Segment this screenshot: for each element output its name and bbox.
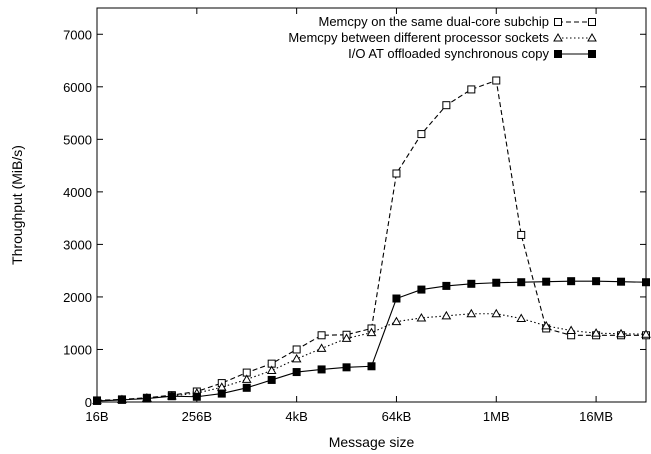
data-point xyxy=(492,76,501,85)
data-point xyxy=(392,294,401,303)
data-point xyxy=(417,130,426,139)
data-point xyxy=(542,277,551,286)
data-point xyxy=(591,328,601,337)
legend-marker xyxy=(587,32,597,42)
plot-frame xyxy=(96,7,647,403)
y-tick-label: 7000 xyxy=(63,27,92,42)
data-point xyxy=(391,316,402,326)
series-3 xyxy=(93,277,650,405)
y-tick-label: 1000 xyxy=(63,342,92,357)
legend-item: Memcpy on the same dual-core subchip xyxy=(318,14,596,29)
data-point xyxy=(517,278,526,287)
data-point xyxy=(117,395,126,404)
data-point xyxy=(392,169,401,178)
data-point xyxy=(592,277,601,286)
data-point xyxy=(441,310,452,320)
data-point xyxy=(492,278,501,287)
plot-border xyxy=(96,7,647,403)
data-point xyxy=(616,328,626,338)
data-point xyxy=(217,389,226,398)
axis-ticks: 0 1000 2000 3000 4000 5000 6000 7000 16B 256B 4kB 6… xyxy=(63,8,646,424)
legend-item: Memcpy between different processor socke… xyxy=(288,30,597,45)
y-tick-label: 6000 xyxy=(63,80,92,95)
legend-marker xyxy=(588,18,596,26)
data-point xyxy=(517,230,526,239)
data-point xyxy=(241,374,252,383)
data-point xyxy=(642,278,650,287)
x-tick-label: 1MB xyxy=(483,409,510,424)
x-axis-title: Message size xyxy=(329,434,415,450)
data-point xyxy=(567,277,576,286)
data-point xyxy=(342,363,351,372)
data-point xyxy=(442,281,451,290)
data-point xyxy=(317,331,326,340)
data-point xyxy=(242,383,251,392)
series-line xyxy=(96,280,647,402)
data-point xyxy=(292,345,301,354)
series-1 xyxy=(93,76,650,405)
series-line xyxy=(96,79,646,401)
data-point xyxy=(466,308,477,318)
data-point xyxy=(267,375,276,384)
y-tick-label: 4000 xyxy=(63,185,92,200)
data-point xyxy=(617,277,626,286)
legend-marker xyxy=(553,32,563,42)
y-tick-label: 3000 xyxy=(63,237,92,252)
y-tick-label: 0 xyxy=(85,395,92,410)
data-point xyxy=(641,329,651,338)
legend-item: I/O AT offloaded synchronous copy xyxy=(348,46,596,61)
data-point xyxy=(516,313,527,322)
data-point xyxy=(341,333,352,342)
legend-label: I/O AT offloaded synchronous copy xyxy=(348,46,549,61)
y-tick-label: 5000 xyxy=(63,132,92,147)
legend-marker xyxy=(588,50,596,58)
series-line xyxy=(96,313,647,402)
legend-marker xyxy=(554,50,562,58)
data-point xyxy=(442,101,451,110)
data-point xyxy=(266,365,277,374)
data-point xyxy=(367,362,376,371)
legend-label: Memcpy between different processor socke… xyxy=(288,30,549,45)
x-tick-label: 256B xyxy=(182,409,212,424)
data-point xyxy=(291,353,302,363)
data-point xyxy=(467,85,476,94)
data-point xyxy=(566,325,576,335)
legend-label: Memcpy on the same dual-core subchip xyxy=(318,14,549,29)
data-point xyxy=(366,327,377,337)
series-layer xyxy=(92,76,651,405)
legend: Memcpy on the same dual-core subchipMemc… xyxy=(288,14,597,61)
y-tick-label: 2000 xyxy=(63,290,92,305)
data-point xyxy=(491,308,502,318)
y-axis-title: Throughput (MiB/s) xyxy=(9,145,25,265)
data-point xyxy=(292,368,301,377)
data-point xyxy=(417,285,426,294)
data-point xyxy=(317,365,326,374)
x-tick-label: 16B xyxy=(85,409,108,424)
data-point xyxy=(316,343,327,352)
data-point xyxy=(142,394,151,403)
data-point xyxy=(416,312,427,322)
data-point xyxy=(541,320,552,330)
data-point xyxy=(467,279,476,288)
x-tick-label: 64kB xyxy=(382,409,412,424)
data-point xyxy=(167,392,176,401)
x-tick-label: 4kB xyxy=(285,409,307,424)
series-2 xyxy=(92,308,651,405)
legend-marker xyxy=(554,18,562,26)
x-tick-label: 16MB xyxy=(579,409,613,424)
